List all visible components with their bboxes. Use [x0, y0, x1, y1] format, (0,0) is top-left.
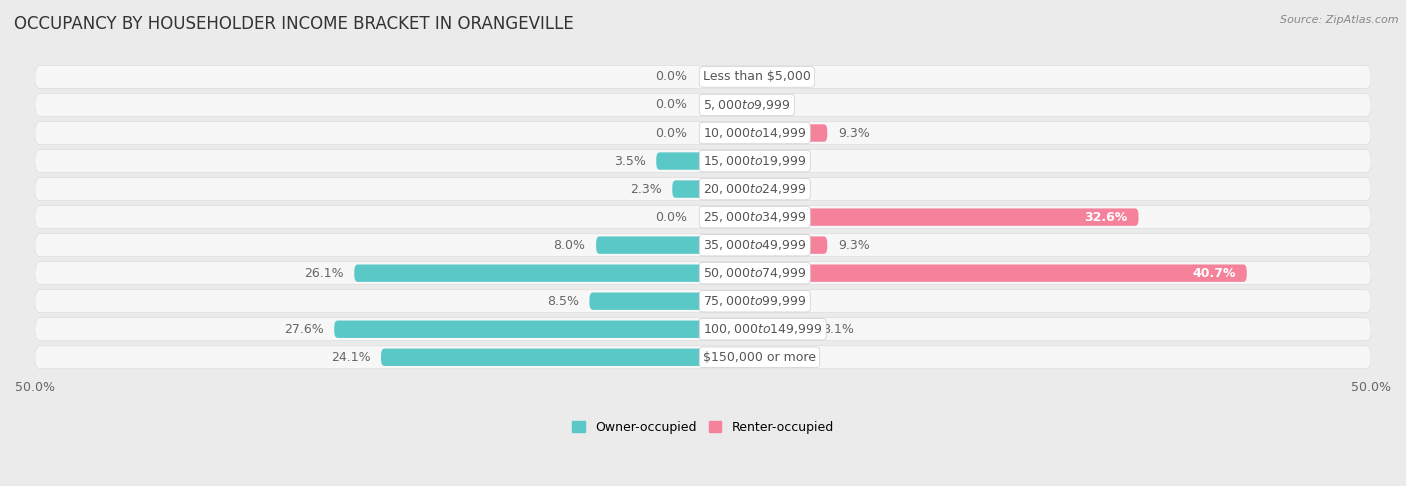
FancyBboxPatch shape — [703, 124, 827, 142]
Text: $5,000 to $9,999: $5,000 to $9,999 — [703, 98, 790, 112]
Text: 0.0%: 0.0% — [718, 183, 751, 195]
Text: 0.0%: 0.0% — [718, 155, 751, 168]
FancyBboxPatch shape — [35, 177, 1371, 201]
Text: 9.3%: 9.3% — [838, 239, 870, 252]
FancyBboxPatch shape — [703, 264, 1247, 282]
Text: 24.1%: 24.1% — [330, 351, 370, 364]
Text: $25,000 to $34,999: $25,000 to $34,999 — [703, 210, 807, 224]
FancyBboxPatch shape — [703, 208, 1139, 226]
Text: Source: ZipAtlas.com: Source: ZipAtlas.com — [1281, 15, 1399, 25]
FancyBboxPatch shape — [596, 237, 703, 254]
Text: $150,000 or more: $150,000 or more — [703, 351, 815, 364]
FancyBboxPatch shape — [35, 346, 1371, 369]
Text: $10,000 to $14,999: $10,000 to $14,999 — [703, 126, 807, 140]
FancyBboxPatch shape — [657, 152, 703, 170]
FancyBboxPatch shape — [703, 237, 827, 254]
Text: OCCUPANCY BY HOUSEHOLDER INCOME BRACKET IN ORANGEVILLE: OCCUPANCY BY HOUSEHOLDER INCOME BRACKET … — [14, 15, 574, 33]
Text: 26.1%: 26.1% — [304, 267, 343, 279]
Text: 8.1%: 8.1% — [823, 323, 853, 336]
FancyBboxPatch shape — [35, 122, 1371, 144]
FancyBboxPatch shape — [35, 206, 1371, 228]
FancyBboxPatch shape — [589, 293, 703, 310]
FancyBboxPatch shape — [335, 321, 703, 338]
Text: 27.6%: 27.6% — [284, 323, 323, 336]
Text: 2.3%: 2.3% — [630, 183, 662, 195]
Text: 9.3%: 9.3% — [838, 126, 870, 139]
Text: 0.0%: 0.0% — [655, 126, 688, 139]
FancyBboxPatch shape — [354, 264, 703, 282]
FancyBboxPatch shape — [35, 261, 1371, 285]
Text: 8.5%: 8.5% — [547, 295, 579, 308]
Text: 0.0%: 0.0% — [718, 351, 751, 364]
Text: 0.0%: 0.0% — [718, 99, 751, 111]
Text: $20,000 to $24,999: $20,000 to $24,999 — [703, 182, 807, 196]
Text: 0.0%: 0.0% — [655, 70, 688, 84]
Text: 0.0%: 0.0% — [655, 210, 688, 224]
FancyBboxPatch shape — [35, 93, 1371, 117]
FancyBboxPatch shape — [35, 150, 1371, 173]
FancyBboxPatch shape — [703, 321, 811, 338]
Text: $50,000 to $74,999: $50,000 to $74,999 — [703, 266, 807, 280]
Text: 0.0%: 0.0% — [655, 99, 688, 111]
FancyBboxPatch shape — [35, 290, 1371, 312]
FancyBboxPatch shape — [35, 66, 1371, 88]
Text: 8.0%: 8.0% — [554, 239, 585, 252]
Text: 0.0%: 0.0% — [718, 295, 751, 308]
Legend: Owner-occupied, Renter-occupied: Owner-occupied, Renter-occupied — [568, 416, 838, 439]
Text: 0.0%: 0.0% — [718, 70, 751, 84]
Text: 32.6%: 32.6% — [1084, 210, 1128, 224]
FancyBboxPatch shape — [672, 180, 703, 198]
Text: $75,000 to $99,999: $75,000 to $99,999 — [703, 294, 807, 308]
Text: $15,000 to $19,999: $15,000 to $19,999 — [703, 154, 807, 168]
Text: Less than $5,000: Less than $5,000 — [703, 70, 811, 84]
Text: 3.5%: 3.5% — [613, 155, 645, 168]
Text: 40.7%: 40.7% — [1192, 267, 1236, 279]
FancyBboxPatch shape — [35, 234, 1371, 257]
Text: $35,000 to $49,999: $35,000 to $49,999 — [703, 238, 807, 252]
FancyBboxPatch shape — [381, 348, 703, 366]
Text: $100,000 to $149,999: $100,000 to $149,999 — [703, 322, 823, 336]
FancyBboxPatch shape — [35, 318, 1371, 341]
